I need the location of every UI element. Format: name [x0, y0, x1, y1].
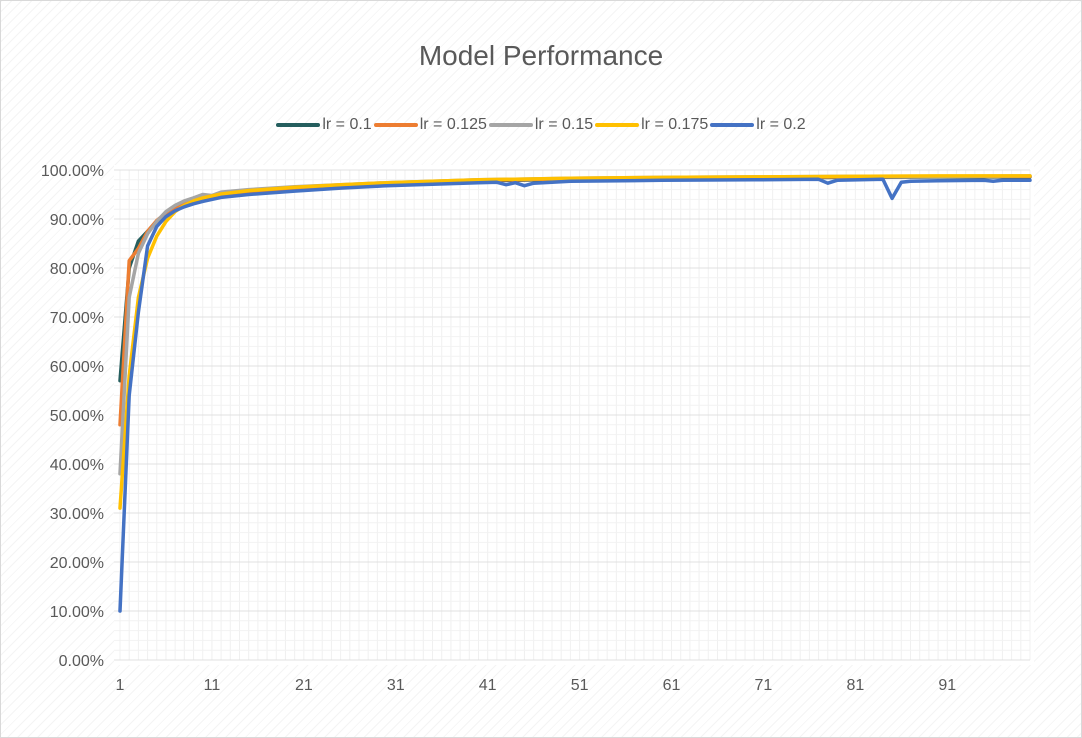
- legend-label: lr = 0.2: [756, 116, 806, 133]
- y-tick-label: 50.00%: [50, 408, 104, 425]
- y-tick-label: 20.00%: [50, 555, 104, 572]
- legend-item-lr-0-15[interactable]: lr = 0.15: [488, 116, 594, 134]
- y-tick-label: 100.00%: [41, 163, 104, 180]
- legend-swatch: [373, 123, 418, 127]
- x-tick-label: 91: [938, 677, 956, 694]
- legend-swatch: [276, 123, 321, 127]
- legend-item-lr-0-125[interactable]: lr = 0.125: [373, 116, 487, 134]
- y-tick-label: 10.00%: [50, 604, 104, 621]
- series-line-lr-0-2: [118, 177, 1032, 613]
- y-tick-label: 90.00%: [50, 212, 104, 229]
- legend-item-lr-0-2[interactable]: lr = 0.2: [710, 116, 806, 134]
- chart-title: Model Performance: [418, 40, 664, 71]
- x-tick-label: 1: [116, 677, 125, 694]
- legend-label: lr = 0.125: [419, 116, 487, 133]
- x-tick-label: 41: [479, 677, 497, 694]
- y-tick-label: 40.00%: [50, 457, 104, 474]
- legend: lr = 0.1 lr = 0.125 lr = 0.15 lr = 0.175…: [0, 116, 1082, 134]
- legend-label: lr = 0.1: [322, 116, 372, 133]
- x-tick-label: 11: [204, 677, 221, 694]
- x-tick-label: 71: [755, 677, 773, 694]
- legend-swatch: [710, 123, 755, 127]
- y-tick-label: 80.00%: [50, 261, 104, 278]
- series-line-lr-0-15: [118, 174, 1032, 476]
- x-tick-label: 51: [571, 677, 589, 694]
- legend-label: lr = 0.15: [534, 116, 594, 133]
- series-line-lr-0-125: [118, 174, 1032, 427]
- legend-swatch: [595, 123, 640, 127]
- y-tick-label: 0.00%: [59, 653, 104, 670]
- x-tick-label: 61: [663, 677, 681, 694]
- series-line-lr-0-175: [118, 174, 1032, 510]
- legend-swatch: [488, 123, 533, 127]
- x-tick-label: 31: [387, 677, 405, 694]
- y-tick-label: 70.00%: [50, 310, 104, 327]
- legend-item-lr-0-1[interactable]: lr = 0.1: [276, 116, 372, 134]
- legend-item-lr-0-175[interactable]: lr = 0.175: [595, 116, 708, 134]
- legend-label: lr = 0.175: [641, 116, 709, 133]
- x-tick-label: 21: [295, 677, 313, 694]
- x-tick-label: 81: [846, 677, 864, 694]
- series-line-lr-0-1: [118, 175, 1032, 383]
- y-tick-label: 30.00%: [50, 506, 104, 523]
- y-tick-label: 60.00%: [50, 359, 104, 376]
